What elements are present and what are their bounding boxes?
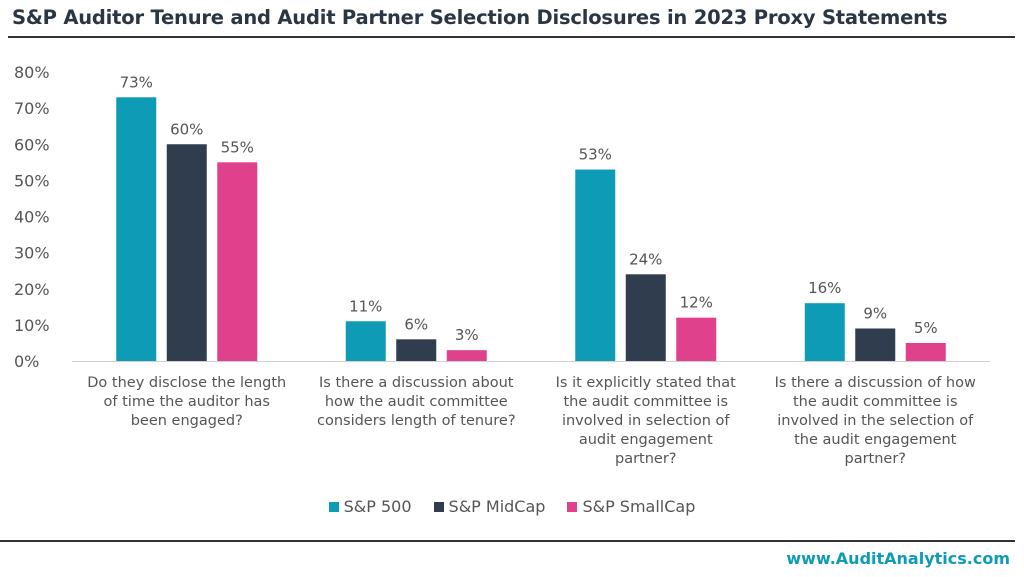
bar-s-p-smallcap bbox=[676, 317, 717, 361]
category-label-line: Do they disclose the length bbox=[87, 375, 287, 391]
legend-swatch bbox=[328, 501, 339, 512]
data-label: 11% bbox=[349, 297, 382, 315]
legend-item: S&P SmallCap bbox=[567, 497, 695, 516]
data-label: 24% bbox=[629, 250, 662, 268]
data-label: 60% bbox=[170, 120, 203, 138]
y-tick-label: 40% bbox=[14, 208, 50, 227]
legend-swatch bbox=[433, 501, 444, 512]
chart-title: S&P Auditor Tenure and Audit Partner Sel… bbox=[12, 6, 948, 29]
y-tick-label: 70% bbox=[14, 99, 50, 118]
category-label-line: the audit committee is bbox=[792, 394, 958, 410]
footer-divider bbox=[0, 540, 1015, 542]
data-label: 6% bbox=[404, 315, 428, 333]
category-label-line: been engaged? bbox=[130, 413, 243, 429]
legend-label: S&P SmallCap bbox=[582, 497, 696, 516]
data-label: 53% bbox=[579, 146, 612, 164]
category-label: Is it explicitly stated that the audit co… bbox=[526, 374, 766, 469]
category-label: Is there a discussion about how the audit… bbox=[296, 374, 536, 431]
category-label-line: considers length of tenure? bbox=[316, 413, 516, 429]
category-label-line: partner? bbox=[614, 451, 677, 467]
category-label-line: audit engagement bbox=[578, 432, 713, 448]
bar-s-p-midcap bbox=[855, 328, 896, 361]
website-link[interactable]: www.AuditAnalytics.com bbox=[786, 549, 1010, 568]
category-label-line: Is it explicitly stated that bbox=[555, 375, 736, 391]
bar-s-p-midcap bbox=[166, 144, 207, 361]
category-label-line: Is there a discussion of how bbox=[774, 375, 976, 391]
y-tick-label: 50% bbox=[14, 171, 50, 190]
bar-s-p-smallcap bbox=[446, 350, 487, 361]
category-label: Is there a discussion of how the audit co… bbox=[755, 374, 995, 469]
title-divider bbox=[8, 36, 1015, 38]
category-label-line: involved in the selection of bbox=[777, 413, 974, 429]
bar-s-p-midcap bbox=[625, 274, 666, 361]
data-label: 3% bbox=[455, 326, 479, 344]
bar-s-p-midcap bbox=[396, 339, 437, 361]
bar-s-p-smallcap bbox=[905, 342, 946, 361]
y-tick-label: 80% bbox=[14, 63, 50, 82]
y-tick-label: 10% bbox=[14, 316, 50, 335]
category-label-line: partner? bbox=[844, 451, 906, 467]
category-label: Do they disclose the length of time the a… bbox=[67, 374, 307, 431]
category-label-line: involved in selection of bbox=[561, 413, 730, 429]
category-label-line: of time the auditor has bbox=[103, 394, 270, 410]
legend-label: S&P 500 bbox=[343, 497, 412, 516]
legend: S&P 500 S&P MidCap S&P SmallCap bbox=[0, 497, 1024, 516]
bar-s-p-500 bbox=[116, 97, 157, 361]
bar-s-p-500 bbox=[345, 321, 386, 361]
y-tick-label: 60% bbox=[14, 135, 50, 154]
legend-item: S&P MidCap bbox=[433, 497, 546, 516]
y-tick-label: 20% bbox=[14, 280, 50, 299]
legend-item: S&P 500 bbox=[328, 497, 412, 516]
bar-s-p-smallcap bbox=[217, 162, 258, 361]
data-label: 73% bbox=[120, 73, 153, 91]
legend-swatch bbox=[567, 501, 578, 512]
legend-label: S&P MidCap bbox=[448, 497, 546, 516]
data-label: 9% bbox=[863, 304, 887, 322]
category-label-line: how the audit committee bbox=[324, 394, 508, 410]
category-label-line: Is there a discussion about bbox=[319, 375, 514, 391]
data-label: 5% bbox=[914, 319, 938, 337]
y-tick-label: 0% bbox=[14, 352, 39, 371]
bar-s-p-500 bbox=[804, 303, 845, 361]
data-label: 12% bbox=[680, 294, 713, 312]
y-tick-label: 30% bbox=[14, 244, 50, 263]
data-label: 55% bbox=[221, 138, 254, 156]
data-label: 16% bbox=[808, 279, 841, 297]
category-label-line: the audit engagement bbox=[794, 432, 957, 448]
category-label-line: the audit committee is bbox=[563, 394, 729, 410]
bar-s-p-500 bbox=[575, 169, 616, 361]
